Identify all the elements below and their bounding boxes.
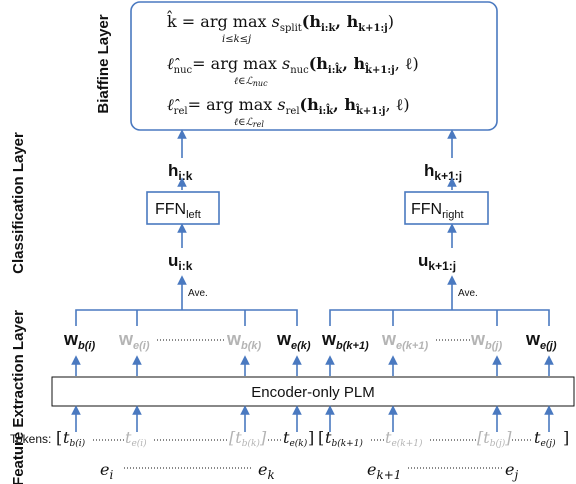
w-e-k: we(k) — [276, 329, 311, 352]
token-left-close: ] — [308, 428, 314, 447]
w-e-j: we(j) — [525, 329, 557, 352]
w-b-j: wb(j) — [470, 329, 502, 352]
w-b-i: wb(i) — [63, 329, 95, 352]
token-e-i: te(i) — [125, 428, 147, 449]
svg-text:ℓ∈ℒrel: ℓ∈ℒrel — [234, 117, 264, 129]
h-right-label: hk+1:j — [424, 161, 462, 183]
w-e-i: we(i) — [118, 329, 150, 352]
encoder-box — [51, 376, 575, 407]
svg-text:ℓ∈ℒnuc: ℓ∈ℒnuc — [234, 76, 268, 88]
token-right-close: ] — [563, 428, 569, 447]
svg-text:i≤k≤j: i≤k≤j — [222, 34, 251, 45]
ffn-left-label: FFNleft — [155, 201, 201, 221]
token-right-open: [ — [318, 428, 324, 447]
average-bracket-left — [75, 309, 298, 326]
equation-split: k̂ = arg max ssplit(hi:k, hk+1:j) i≤k≤j — [167, 11, 394, 45]
ave-right-label: Ave. — [458, 288, 478, 299]
average-bracket-right — [329, 309, 550, 326]
svg-text:ℓ̂rel= arg max srel(hi:k̂, hk̂: ℓ̂rel= arg max srel(hi:k̂, hk̂+1:j, ℓ) — [167, 95, 410, 117]
token-b-i: tb(i) — [63, 428, 86, 449]
token-e-j: te(j) — [534, 428, 556, 449]
token-b-k1: tb(k+1) — [325, 428, 363, 449]
edu-e-i: ei — [100, 460, 113, 482]
encoder-label: Encoder-only PLM — [251, 384, 374, 401]
biaffine-box — [130, 1, 498, 131]
token-e-k1: te(k+1) — [385, 428, 423, 449]
equation-nuclearity: ℓ̂nuc= arg max snuc(hi:k̂, hk̂+1:j, ℓ) ℓ… — [167, 54, 419, 88]
encoder-output-arrows — [71, 355, 554, 376]
svg-text:ℓ̂nuc= arg max snuc(hi:k̂, hk̂: ℓ̂nuc= arg max snuc(hi:k̂, hk̂+1:j, ℓ) — [167, 54, 419, 76]
token-b-j: [tb(j)] — [477, 428, 512, 449]
ave-left-label: Ave. — [188, 288, 208, 299]
svg-text:k̂ = arg max ssplit(hi:k, hk+1: k̂ = arg max ssplit(hi:k, hk+1:j) — [167, 11, 394, 34]
ffn-right-label: FFNright — [411, 201, 464, 221]
edu-e-j: ej — [505, 460, 518, 482]
biaffine-layer-label: Biaffine Layer — [95, 14, 112, 113]
token-input-arrows — [71, 405, 554, 432]
h-left-label: hi:k — [168, 161, 193, 183]
w-e-k1: we(k+1) — [381, 329, 428, 352]
feature-extraction-layer-label: Feature Extraction Layer — [10, 310, 27, 484]
tokens-label: Tokens: — [10, 432, 51, 446]
w-b-k: wb(k) — [226, 329, 262, 352]
token-b-k: [tb(k)] — [229, 428, 267, 449]
edu-e-k: ek — [258, 460, 275, 482]
classification-layer-label: Classification Layer — [10, 132, 27, 274]
token-e-k: te(k) — [283, 428, 308, 449]
ffn-right-box — [404, 191, 489, 225]
ffn-left-box — [146, 191, 220, 225]
u-left-label: ui:k — [168, 251, 193, 273]
equation-relation: ℓ̂rel= arg max srel(hi:k̂, hk̂+1:j, ℓ) ℓ… — [167, 95, 410, 129]
token-left-open: [ — [56, 428, 62, 447]
u-right-label: uk+1:j — [418, 251, 456, 273]
w-b-k1: wb(k+1) — [321, 329, 369, 352]
edu-e-k1: ek+1 — [367, 460, 401, 482]
